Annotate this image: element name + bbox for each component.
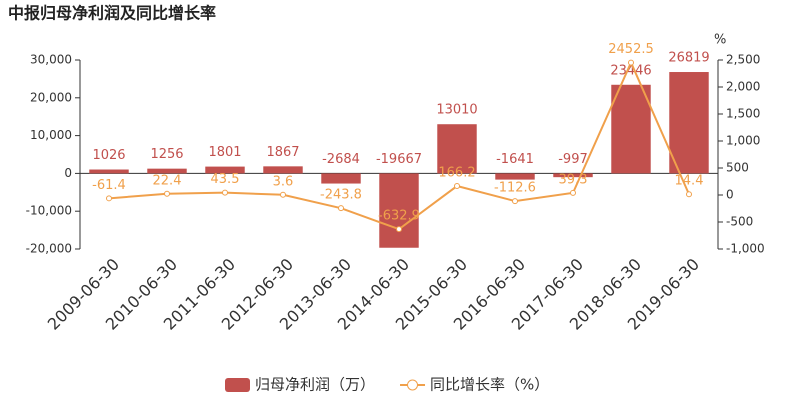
legend-label: 同比增长率（%） — [430, 376, 549, 394]
bar-value-label: 26819 — [668, 51, 709, 66]
line-value-label: -61.4 — [92, 178, 126, 193]
bar-value-label: 1026 — [92, 148, 125, 163]
line-value-label: 14.4 — [675, 174, 704, 189]
y2-tick-label: 2,500 — [726, 53, 760, 67]
bar-value-label: 1256 — [150, 147, 183, 162]
line-value-label: 166.2 — [438, 166, 475, 181]
line-point — [686, 191, 692, 198]
bar — [147, 168, 187, 174]
bar-value-label: -1641 — [496, 152, 534, 167]
bar-value-label: -19667 — [376, 152, 422, 167]
y-tick-label: 30,000 — [30, 53, 72, 67]
line-point — [280, 191, 286, 198]
bar — [379, 173, 419, 248]
line-value-label: 39.3 — [559, 172, 588, 187]
line-point — [570, 189, 576, 196]
line-point — [338, 205, 344, 212]
bar — [553, 173, 593, 178]
bar — [205, 166, 245, 174]
y-tick-label: -10,000 — [26, 204, 72, 218]
line-value-label: 43.5 — [211, 172, 240, 187]
y2-tick-label: 0 — [726, 188, 734, 202]
bar-value-label: 1801 — [208, 145, 241, 160]
bar — [89, 169, 129, 174]
line-point — [164, 190, 170, 197]
y2-tick-label: 2,000 — [726, 80, 760, 94]
bar — [263, 166, 303, 174]
y2-tick-label: -1,000 — [726, 242, 765, 256]
line-point — [222, 189, 228, 196]
bar — [611, 84, 651, 174]
y2-tick-label: 500 — [726, 161, 749, 175]
line-value-label: 3.6 — [273, 174, 294, 189]
legend-swatch — [225, 378, 250, 392]
line-value-label: -243.8 — [320, 188, 362, 203]
bar — [321, 173, 361, 184]
y-tick-label: -20,000 — [26, 242, 72, 256]
line-point — [512, 198, 518, 205]
chart-title: 中报归母净利润及同比增长率 — [8, 4, 216, 23]
line-value-label: 2452.5 — [608, 42, 654, 57]
line-point — [396, 226, 402, 233]
bar-value-label: 1867 — [266, 145, 299, 160]
bar-value-label: 13010 — [436, 103, 477, 118]
line-point — [106, 195, 112, 202]
line-value-label: 22.4 — [153, 173, 182, 188]
bar — [437, 124, 477, 174]
y2-tick-label: 1,500 — [726, 107, 760, 121]
line-point — [454, 183, 460, 190]
line-point — [628, 59, 634, 66]
bar — [669, 72, 709, 174]
bar-value-label: -2684 — [322, 152, 360, 167]
line-value-label: -112.6 — [494, 181, 536, 196]
y2-axis-label: % — [714, 33, 726, 48]
y-tick-label: 10,000 — [30, 128, 72, 142]
legend-label: 归母净利润（万） — [255, 376, 375, 394]
line-value-label: -632.9 — [378, 209, 420, 224]
y-tick-label: 20,000 — [30, 90, 72, 104]
bar — [495, 173, 535, 180]
legend-swatch — [407, 379, 419, 391]
y2-tick-label: 1,000 — [726, 134, 760, 148]
y2-tick-label: -500 — [726, 215, 753, 229]
bar-value-label: 23446 — [610, 63, 651, 78]
y-tick-label: 0 — [64, 166, 72, 180]
bar-value-label: -997 — [558, 152, 588, 167]
